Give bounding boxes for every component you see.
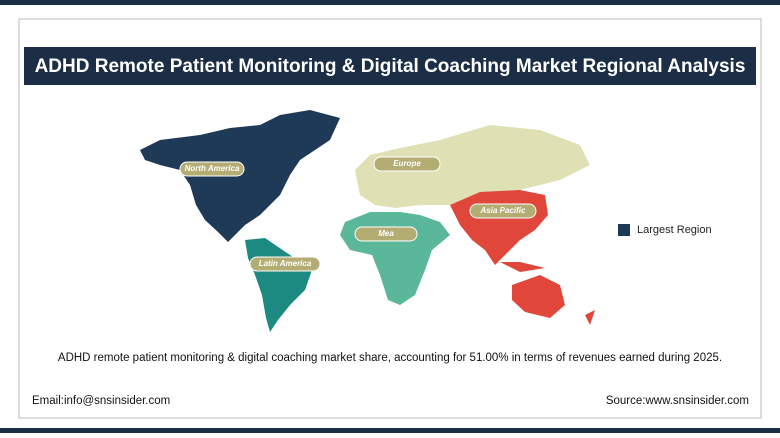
region-label: Mea bbox=[354, 226, 418, 242]
region-name: Asia Pacific bbox=[480, 206, 526, 215]
title-bar bbox=[24, 47, 756, 85]
top-bar bbox=[0, 0, 780, 5]
world-map bbox=[140, 110, 595, 332]
europe bbox=[355, 125, 590, 208]
region-label: Latin America bbox=[249, 256, 321, 272]
latin-america bbox=[245, 238, 312, 332]
region-name: Europe bbox=[393, 159, 421, 168]
indonesia bbox=[500, 262, 545, 272]
region-label: Europe bbox=[373, 156, 441, 172]
description: ADHD remote patient monitoring & digital… bbox=[58, 352, 722, 364]
legend-swatch bbox=[618, 224, 630, 236]
title: ADHD Remote Patient Monitoring & Digital… bbox=[35, 56, 746, 77]
source: Source:www.snsinsider.com bbox=[606, 395, 749, 407]
legend-label: Largest Region bbox=[637, 224, 712, 236]
asia bbox=[450, 190, 548, 265]
bottom-bar bbox=[0, 428, 780, 433]
region-label: Asia Pacific bbox=[469, 203, 537, 219]
region-label: North America bbox=[179, 161, 245, 177]
frame bbox=[18, 18, 762, 419]
australia bbox=[512, 275, 565, 318]
mea bbox=[340, 212, 450, 305]
north-america bbox=[140, 110, 340, 242]
region-name: Mea bbox=[378, 229, 394, 238]
new-zealand bbox=[585, 310, 595, 325]
email: Email:info@snsinsider.com bbox=[32, 395, 170, 407]
region-name: North America bbox=[185, 164, 240, 173]
region-name: Latin America bbox=[259, 259, 312, 268]
